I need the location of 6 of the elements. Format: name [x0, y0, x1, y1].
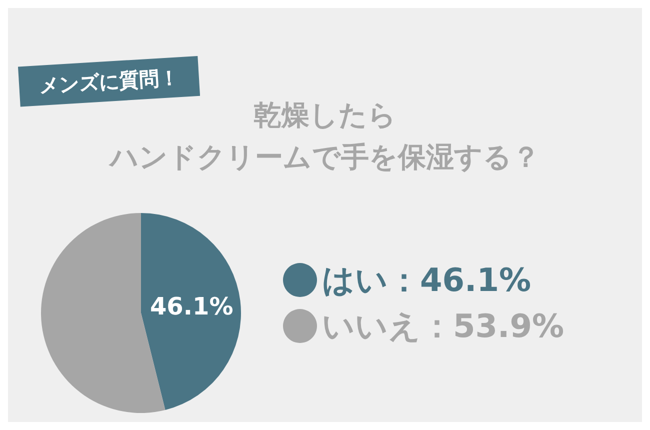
text: メンズに質問！	[38, 65, 180, 98]
chart-subtitle: ハンドクリームで手を保湿する？	[108, 140, 540, 174]
legend-label: いいえ：53.9%	[322, 307, 564, 345]
chart-title: 乾燥したら	[254, 98, 396, 132]
data-label: 46.1%	[150, 292, 234, 321]
legend-label: はい：46.1%	[322, 261, 532, 299]
